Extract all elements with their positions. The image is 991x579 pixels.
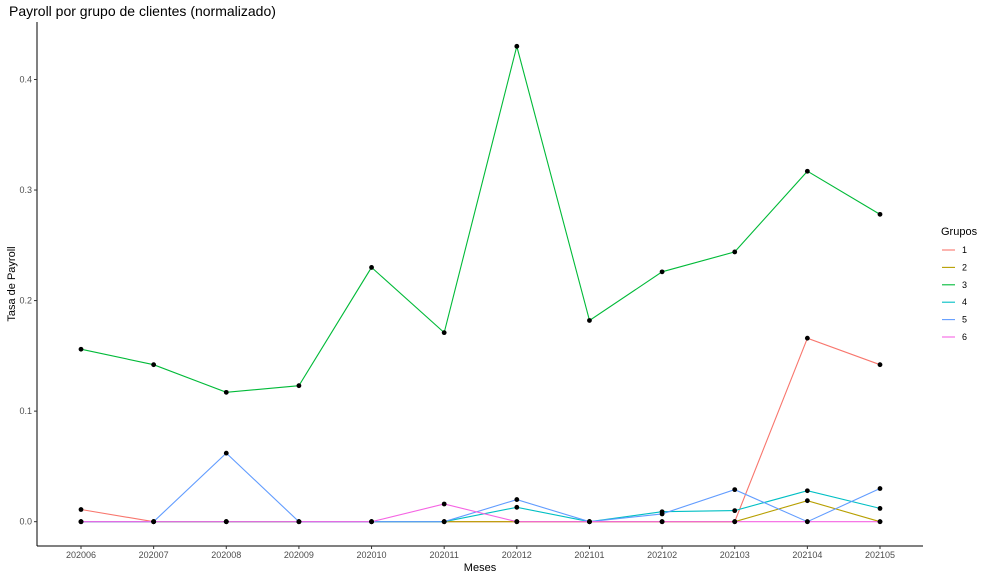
data-point-3 xyxy=(296,383,302,389)
data-point-6 xyxy=(223,519,229,525)
x-tick-label: 202011 xyxy=(429,550,458,560)
series-line-4 xyxy=(81,490,881,523)
data-point-6 xyxy=(877,519,883,525)
data-point-4 xyxy=(514,504,520,510)
x-axis-title: Meses xyxy=(464,562,497,574)
data-point-6 xyxy=(587,519,592,525)
data-point-1 xyxy=(877,362,883,368)
legend-items: 1 2 3 4 5 6 xyxy=(942,245,967,342)
data-point-4 xyxy=(732,508,738,514)
legend-title: Grupos xyxy=(941,226,978,238)
y-tick-label: 0.0 xyxy=(19,517,32,527)
series-line-3 xyxy=(80,44,881,393)
x-tick-label: 202006 xyxy=(66,550,96,560)
data-point-2 xyxy=(804,498,810,504)
x-tick-label: 202105 xyxy=(865,550,895,560)
series-points xyxy=(78,43,883,525)
data-point-4 xyxy=(877,506,883,511)
y-tick-label: 0.4 xyxy=(19,74,32,84)
data-point-5 xyxy=(514,497,520,502)
legend-label-4: 4 xyxy=(962,297,967,307)
series-line-5 xyxy=(81,452,881,523)
data-point-6 xyxy=(659,519,665,525)
data-point-3 xyxy=(441,330,447,336)
data-point-6 xyxy=(151,519,157,525)
x-tick-label: 202012 xyxy=(502,550,532,560)
legend-label-6: 6 xyxy=(962,332,967,342)
legend: Grupos 1 2 3 4 5 6 xyxy=(941,226,978,342)
data-point-4 xyxy=(804,488,810,494)
x-tick-label: 202101 xyxy=(574,550,604,560)
series-line-6 xyxy=(81,503,880,523)
data-point-5 xyxy=(732,487,738,493)
y-tick-label: 0.1 xyxy=(19,406,32,416)
x-tick-label: 202009 xyxy=(284,550,314,560)
data-point-3 xyxy=(151,362,157,368)
data-point-3 xyxy=(732,249,738,255)
x-tick-label: 202102 xyxy=(647,550,677,560)
series-lines xyxy=(80,44,881,523)
plot-area: 0.0 0.1 0.2 0.3 0.4 202006 202007 202008 202009… xyxy=(19,22,923,560)
legend-label-5: 5 xyxy=(962,315,967,325)
x-tick-label: 202103 xyxy=(720,550,750,560)
y-tick-label: 0.2 xyxy=(19,296,32,306)
data-point-5 xyxy=(441,519,447,525)
data-point-3 xyxy=(804,168,810,174)
data-point-6 xyxy=(514,519,520,525)
data-point-1 xyxy=(804,335,810,341)
data-point-6 xyxy=(369,519,374,525)
data-point-3 xyxy=(514,43,520,49)
x-tick-label: 202010 xyxy=(357,550,387,560)
data-point-3 xyxy=(223,389,229,395)
y-tick-label: 0.3 xyxy=(19,185,32,195)
y-ticks: 0.0 0.1 0.2 0.3 0.4 xyxy=(19,74,37,527)
data-point-3 xyxy=(369,265,374,270)
data-point-6 xyxy=(804,519,810,525)
data-point-6 xyxy=(732,519,738,525)
data-point-3 xyxy=(877,211,883,217)
data-point-6 xyxy=(441,501,447,507)
legend-label-1: 1 xyxy=(962,245,967,255)
y-axis-title: Tasa de Payroll xyxy=(6,246,18,321)
data-point-6 xyxy=(296,519,302,525)
data-point-3 xyxy=(659,269,665,275)
legend-label-3: 3 xyxy=(962,280,967,290)
data-point-1 xyxy=(78,507,84,512)
data-point-5 xyxy=(223,450,229,456)
data-point-3 xyxy=(587,318,592,323)
data-point-3 xyxy=(78,346,84,352)
chart-title: Payroll por grupo de clientes (normaliza… xyxy=(9,3,276,19)
data-point-6 xyxy=(78,519,84,525)
data-point-5 xyxy=(877,486,883,491)
x-tick-label: 202007 xyxy=(139,550,169,560)
legend-label-2: 2 xyxy=(962,262,967,272)
series-line-1 xyxy=(80,337,881,523)
x-ticks: 202006 202007 202008 202009 202010 202011 2020… xyxy=(66,546,895,560)
x-tick-label: 202104 xyxy=(792,550,822,560)
x-tick-label: 202008 xyxy=(211,550,241,560)
data-point-5 xyxy=(659,511,665,517)
